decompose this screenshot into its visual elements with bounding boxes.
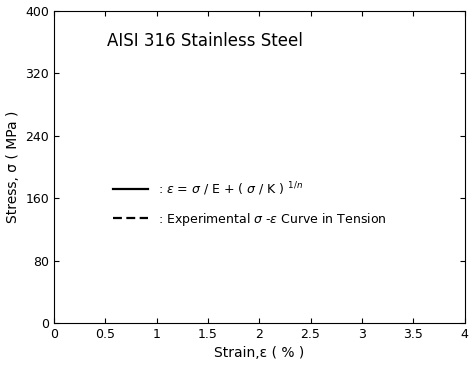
Text: AISI 316 Stainless Steel: AISI 316 Stainless Steel: [107, 33, 303, 51]
Legend: : $\varepsilon$ = $\sigma$ / E + ( $\sigma$ / K ) $^{1/n}$, : Experimental $\sig: : $\varepsilon$ = $\sigma$ / E + ( $\sig…: [113, 181, 387, 228]
X-axis label: Strain,ε ( % ): Strain,ε ( % ): [214, 347, 304, 361]
Y-axis label: Stress, σ ( MPa ): Stress, σ ( MPa ): [6, 111, 19, 223]
